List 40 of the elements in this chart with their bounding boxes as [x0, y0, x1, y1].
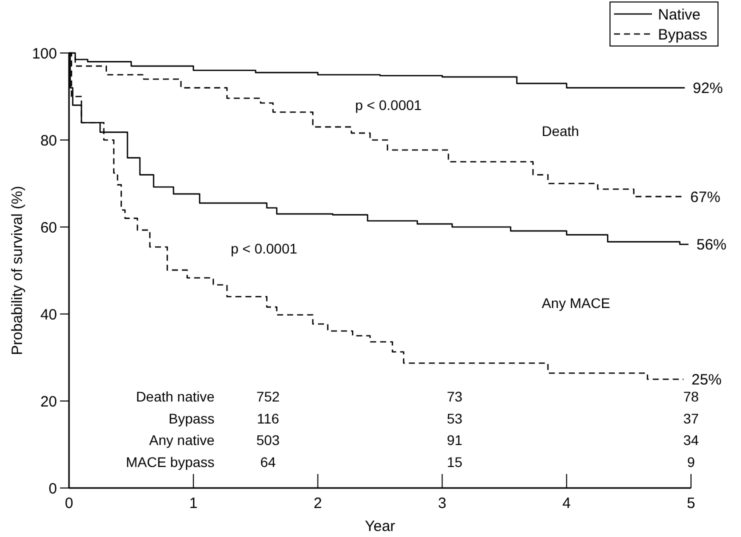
x-tick-label: 1 — [189, 495, 198, 512]
x-tick-label: 5 — [686, 495, 696, 512]
x-tick-label: 2 — [314, 495, 322, 512]
annotation: MACE bypass — [126, 454, 215, 470]
annotation: 73 — [446, 388, 463, 405]
annotation: 116 — [256, 410, 280, 426]
annotation: 15 — [446, 454, 463, 470]
annotation: 37 — [683, 410, 699, 426]
annotation: 9 — [687, 454, 696, 470]
legend-label: Native — [658, 6, 701, 24]
x-axis-title: Year — [364, 518, 396, 535]
annotation: 34 — [683, 432, 699, 448]
annotation: p < 0.0001 — [230, 240, 298, 257]
annotation: 91 — [446, 432, 463, 448]
data-label: 67% — [690, 188, 720, 206]
annotation: Any MACE — [542, 295, 610, 312]
annotation: Death native — [136, 388, 215, 405]
legend-label: Bypass — [658, 26, 708, 44]
annotation: 53 — [446, 410, 463, 426]
y-tick-label: 40 — [40, 306, 57, 324]
annotation: Death — [542, 123, 580, 140]
y-tick-label: 20 — [40, 393, 57, 410]
y-tick-label: 100 — [32, 45, 57, 62]
y-tick-label: 0 — [48, 480, 57, 498]
data-label: 56% — [696, 236, 727, 254]
y-tick-label: 60 — [40, 219, 57, 236]
y-tick-label: 80 — [40, 132, 57, 150]
annotation: 64 — [260, 454, 276, 470]
annotation: p < 0.0001 — [355, 97, 422, 114]
x-tick-label: 0 — [64, 495, 74, 512]
annotation: 752 — [256, 388, 280, 405]
data-label: 92% — [692, 80, 723, 98]
data-label: 25% — [692, 372, 722, 388]
x-tick-label: 3 — [438, 495, 446, 512]
x-tick-label: 4 — [562, 495, 571, 512]
y-axis-title: Probability of survival (%) — [9, 186, 26, 356]
annotation: Any native — [149, 432, 215, 448]
annotation: 78 — [683, 388, 699, 405]
annotation: Bypass — [168, 410, 215, 426]
annotation: 503 — [256, 432, 280, 448]
